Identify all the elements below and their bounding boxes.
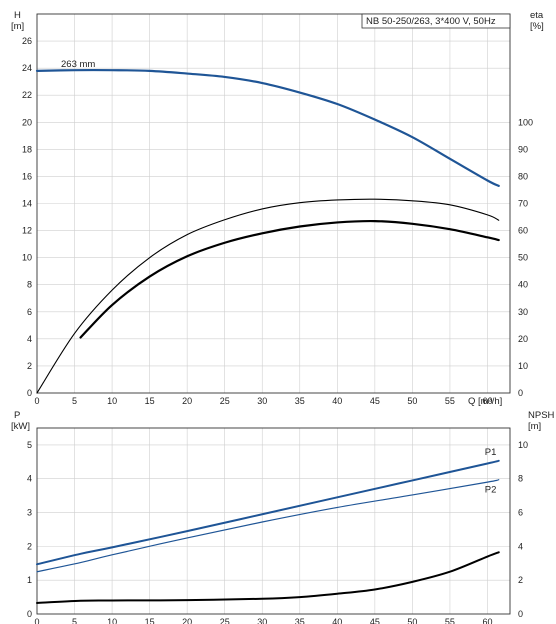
bottom-x-tick-label: 20 <box>182 617 192 624</box>
bottom-y-right-tick-label: 2 <box>518 575 523 585</box>
bottom-y-left-tick-label: 2 <box>27 541 32 551</box>
bottom-series-name-P2: P2 <box>485 485 497 496</box>
top-x-tick-label: 50 <box>407 396 417 406</box>
top-y-left-tick-label: 16 <box>22 171 32 181</box>
top-y-left-axis-label: [m] <box>11 21 24 32</box>
top-y-left-tick-label: 6 <box>27 307 32 317</box>
bottom-y-right-tick-label: 4 <box>518 541 523 551</box>
top-x-tick-label: 40 <box>332 396 342 406</box>
bottom-x-tick-label: 30 <box>257 617 267 624</box>
bottom-x-tick-label: 15 <box>145 617 155 624</box>
top-x-tick-label: 0 <box>34 396 39 406</box>
bottom-labels: P[kW] NPSH[m] P1 P2 <box>11 410 555 496</box>
top-y-right-tick-label: 40 <box>518 280 528 290</box>
top-y-right-tick-label: 80 <box>518 171 528 181</box>
bottom-gridlines <box>37 428 510 614</box>
top-y-left-tick-label: 8 <box>27 280 32 290</box>
top-x-tick-label: 5 <box>72 396 77 406</box>
bottom-x-tick-label: 45 <box>370 617 380 624</box>
top-y-left-tick-label: 24 <box>22 63 32 73</box>
top-plot-frame <box>36 13 511 394</box>
bottom-y-right-axis-label: NPSH <box>528 410 555 421</box>
top-x-tick-label: 10 <box>107 396 117 406</box>
top-x-axis-label: Q [m³/h] <box>468 396 502 407</box>
bottom-y-left-tick-label: 5 <box>27 440 32 450</box>
bottom-y-right-tick-label: 8 <box>518 474 523 484</box>
top-x-tick-label: 15 <box>145 396 155 406</box>
top-x-tick-label: 35 <box>295 396 305 406</box>
top-series-efficiency-thin <box>36 198 500 394</box>
top-y-left-axis-label: H <box>14 10 21 21</box>
top-y-right-axis-label: [%] <box>530 21 544 32</box>
bottom-x-tick-label: 40 <box>332 617 342 624</box>
bottom-x-tick-label: 50 <box>407 617 417 624</box>
top-series-head <box>35 68 500 187</box>
top-y-left-tick-label: 0 <box>27 388 32 398</box>
top-y-right-tick-label: 60 <box>518 226 528 236</box>
top-y-left-tick-label: 2 <box>27 361 32 371</box>
top-y-right-tick-label: 50 <box>518 253 528 263</box>
top-x-tick-label: 45 <box>370 396 380 406</box>
top-y-right-tick-label: 10 <box>518 361 528 371</box>
top-series-efficiency-thick <box>79 219 500 339</box>
bottom-y-right-tick-label: 10 <box>518 440 528 450</box>
bottom-x-tick-label: 10 <box>107 617 117 624</box>
bottom-y-left-axis-label: P <box>14 410 20 421</box>
bottom-y-right-axis-label: [m] <box>528 421 541 432</box>
top-x-tick-label: 55 <box>445 396 455 406</box>
bottom-x-tick-label: 5 <box>72 617 77 624</box>
bottom-plot-frame <box>36 427 511 615</box>
legend-text: NB 50-250/263, 3*400 V, 50Hz <box>366 16 496 27</box>
top-y-left-tick-label: 14 <box>22 199 32 209</box>
top-x-tick-label: 20 <box>182 396 192 406</box>
top-x-tick-label: 25 <box>220 396 230 406</box>
top-series-label-head: 263 mm <box>61 59 95 70</box>
bottom-series-P1-thin <box>36 460 500 565</box>
top-x-tick-label: 30 <box>257 396 267 406</box>
top-y-right-tick-label: 100 <box>518 117 533 127</box>
bottom-x-tick-label: 0 <box>34 617 39 624</box>
bottom-y-right-tick-label: 0 <box>518 609 523 619</box>
bottom-y-left-tick-label: 4 <box>27 474 32 484</box>
top-y-left-tick-label: 26 <box>22 36 32 46</box>
top-y-right-tick-label: 70 <box>518 199 528 209</box>
top-y-left-tick-label: 10 <box>22 253 32 263</box>
head-efficiency-panel: 0 5 10 15 20 25 30 35 40 45 50 55 600246810121416182… <box>11 10 544 407</box>
top-y-left-tick-label: 22 <box>22 90 32 100</box>
top-y-left-tick-label: 4 <box>27 334 32 344</box>
top-y-right-tick-label: 30 <box>518 307 528 317</box>
bottom-x-tick-label: 60 <box>482 617 492 624</box>
legend-box <box>361 13 511 29</box>
bottom-series <box>36 459 500 605</box>
top-y-left-tick-label: 20 <box>22 117 32 127</box>
top-ticks: 0 5 10 15 20 25 30 35 40 45 50 55 600246810121416182… <box>22 36 533 406</box>
bottom-y-left-tick-label: 3 <box>27 508 32 518</box>
top-y-left-tick-label: 18 <box>22 144 32 154</box>
bottom-x-tick-label: 25 <box>220 617 230 624</box>
top-series <box>35 68 500 394</box>
bottom-y-right-tick-label: 6 <box>518 508 523 518</box>
top-y-right-tick-label: 20 <box>518 334 528 344</box>
top-y-left-tick-label: 12 <box>22 226 32 236</box>
bottom-y-left-tick-label: 1 <box>27 575 32 585</box>
top-y-right-tick-label: 90 <box>518 144 528 154</box>
bottom-series-name-P1: P1 <box>485 447 497 458</box>
bottom-series-NPSH <box>36 551 500 605</box>
bottom-x-tick-label: 55 <box>445 617 455 624</box>
top-y-right-tick-label: 0 <box>518 388 523 398</box>
bottom-series-P2 <box>36 479 500 573</box>
bottom-x-tick-label: 35 <box>295 617 305 624</box>
bottom-y-left-tick-label: 0 <box>27 609 32 619</box>
top-labels: H[m] eta[%] Q [m³/h] NB 50-250/263, 3*400 V… <box>11 10 544 407</box>
top-x-tick-label: 60 <box>482 396 492 406</box>
top-y-right-axis-label: eta <box>530 10 544 21</box>
bottom-y-left-axis-label: [kW] <box>11 421 30 432</box>
